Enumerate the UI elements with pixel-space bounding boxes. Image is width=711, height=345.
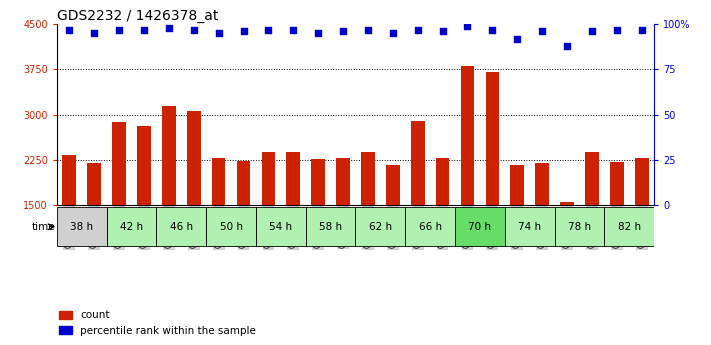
Point — [362, 27, 374, 32]
Bar — [560, 202, 574, 205]
FancyBboxPatch shape — [405, 207, 455, 246]
Point — [337, 29, 348, 34]
FancyBboxPatch shape — [206, 207, 256, 246]
Text: 46 h: 46 h — [170, 222, 193, 232]
Point — [486, 27, 498, 32]
Bar — [63, 155, 76, 205]
FancyBboxPatch shape — [356, 207, 405, 246]
Text: 58 h: 58 h — [319, 222, 342, 232]
FancyBboxPatch shape — [306, 207, 356, 246]
Text: 50 h: 50 h — [220, 222, 242, 232]
Legend: count, percentile rank within the sample: count, percentile rank within the sample — [55, 306, 260, 340]
Bar — [162, 106, 176, 205]
FancyBboxPatch shape — [256, 207, 306, 246]
Point — [114, 27, 125, 32]
Point — [586, 29, 597, 34]
Point — [387, 30, 398, 36]
Point — [64, 27, 75, 32]
Text: 54 h: 54 h — [269, 222, 292, 232]
Bar — [386, 165, 400, 205]
Point — [536, 29, 547, 34]
Point — [511, 36, 523, 41]
Bar — [212, 158, 225, 205]
Text: 82 h: 82 h — [618, 222, 641, 232]
FancyBboxPatch shape — [505, 207, 555, 246]
Bar — [336, 158, 350, 205]
Bar — [87, 163, 101, 205]
Point — [139, 27, 150, 32]
Bar — [187, 111, 201, 205]
Point — [312, 30, 324, 36]
Point — [437, 29, 448, 34]
Text: 70 h: 70 h — [469, 222, 491, 232]
Point — [213, 30, 225, 36]
Text: 74 h: 74 h — [518, 222, 541, 232]
Bar — [585, 152, 599, 205]
Text: 42 h: 42 h — [120, 222, 143, 232]
Point — [88, 30, 100, 36]
Point — [636, 27, 647, 32]
Bar — [411, 121, 424, 205]
Bar — [287, 151, 300, 205]
FancyBboxPatch shape — [107, 207, 156, 246]
FancyBboxPatch shape — [555, 207, 604, 246]
Point — [262, 27, 274, 32]
Text: 66 h: 66 h — [419, 222, 442, 232]
Point — [561, 43, 572, 49]
Text: 38 h: 38 h — [70, 222, 93, 232]
Bar — [610, 162, 624, 205]
Point — [462, 23, 474, 29]
Point — [188, 27, 199, 32]
Text: time: time — [31, 222, 55, 232]
Bar — [635, 158, 648, 205]
Text: 62 h: 62 h — [369, 222, 392, 232]
Bar — [311, 159, 325, 205]
Bar — [262, 152, 275, 205]
FancyBboxPatch shape — [604, 207, 654, 246]
Text: GDS2232 / 1426378_at: GDS2232 / 1426378_at — [57, 9, 218, 23]
Bar — [436, 158, 449, 205]
Bar — [361, 152, 375, 205]
FancyBboxPatch shape — [455, 207, 505, 246]
Bar — [461, 66, 474, 205]
Point — [164, 25, 175, 30]
Bar — [510, 165, 524, 205]
Bar — [535, 163, 549, 205]
Bar — [237, 161, 250, 205]
Point — [412, 27, 424, 32]
Point — [237, 29, 249, 34]
Point — [287, 27, 299, 32]
FancyBboxPatch shape — [57, 207, 107, 246]
FancyBboxPatch shape — [156, 207, 206, 246]
Bar — [486, 72, 499, 205]
Bar — [137, 126, 151, 205]
Point — [611, 27, 622, 32]
Text: 78 h: 78 h — [568, 222, 591, 232]
Bar — [112, 122, 126, 205]
